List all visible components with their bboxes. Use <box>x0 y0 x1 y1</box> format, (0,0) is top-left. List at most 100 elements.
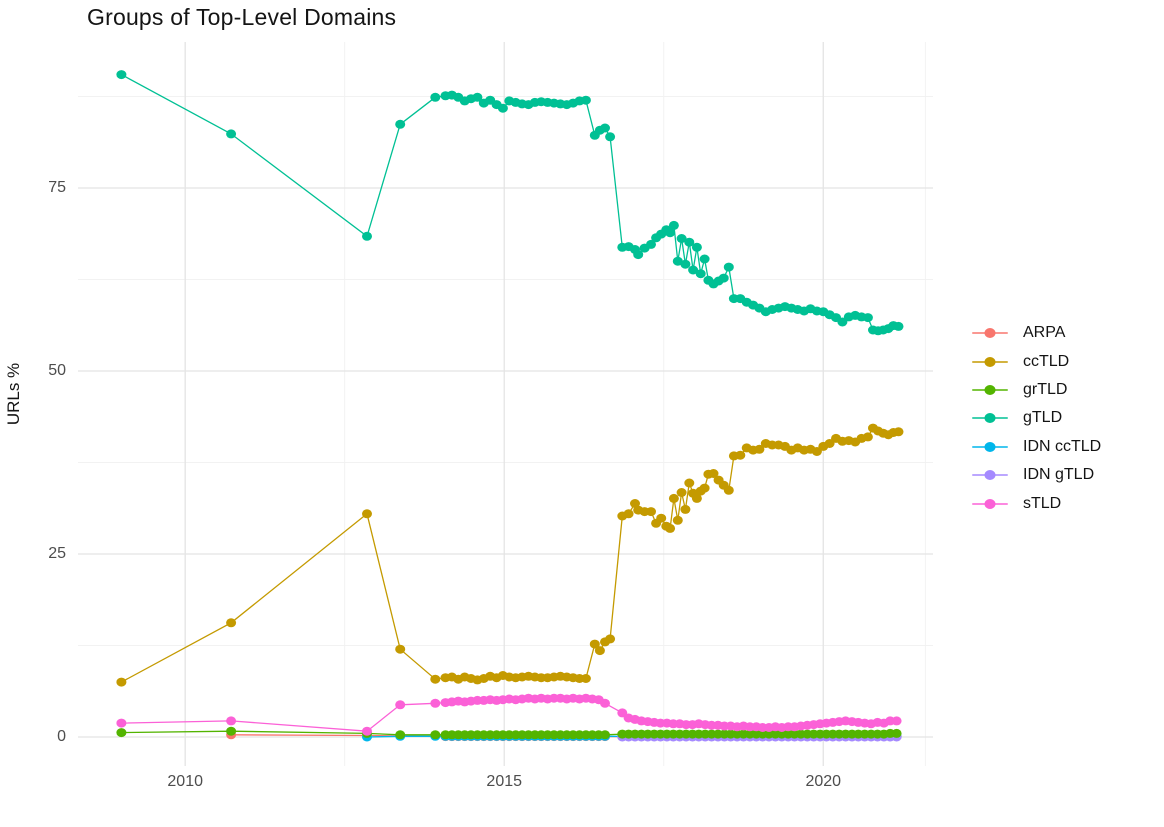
legend-key-icon <box>972 355 1008 369</box>
data-point-ccTLD <box>811 447 822 456</box>
legend-dot-icon <box>984 413 996 424</box>
data-point-ccTLD <box>395 644 406 654</box>
legend-key-icon <box>972 468 1008 482</box>
legend-item-ARPA: ARPA <box>972 319 1101 347</box>
legend-label: IDN ccTLD <box>1023 437 1102 455</box>
data-point-ccTLD <box>646 507 656 517</box>
data-point-ccTLD <box>362 509 372 519</box>
legend-key-icon <box>972 411 1008 425</box>
data-point-ccTLD <box>580 674 591 683</box>
data-point-ccTLD <box>116 677 127 687</box>
data-point-sTLD <box>226 716 237 726</box>
data-point-grTLD <box>116 728 127 738</box>
data-point-gTLD <box>680 259 691 269</box>
legend-key-icon <box>972 326 1008 340</box>
data-point-gTLD <box>684 237 695 247</box>
series-line-ccTLD <box>121 427 899 683</box>
data-point-gTLD <box>676 234 687 243</box>
data-point-sTLD <box>116 718 127 728</box>
data-point-ccTLD <box>708 469 719 478</box>
legend-dot-icon <box>984 328 996 339</box>
data-point-ccTLD <box>684 478 695 488</box>
legend-dot-icon <box>984 498 996 509</box>
data-point-gTLD <box>862 313 873 323</box>
data-point-gTLD <box>665 228 676 238</box>
data-point-grTLD <box>226 726 237 736</box>
data-point-gTLD <box>472 92 483 102</box>
legend-label: gTLD <box>1023 409 1063 427</box>
data-point-ccTLD <box>824 439 835 448</box>
data-point-ccTLD <box>699 483 710 493</box>
data-point-ccTLD <box>862 432 873 442</box>
legend-label: grTLD <box>1023 380 1068 398</box>
data-point-gTLD <box>226 129 237 139</box>
data-point-gTLD <box>605 132 616 142</box>
data-point-gTLD <box>672 256 683 266</box>
data-point-grTLD <box>430 730 441 740</box>
y-tick-label: 0 <box>57 728 66 745</box>
x-tick-label: 2020 <box>805 773 842 790</box>
data-point-sTLD <box>362 726 372 736</box>
data-point-gTLD <box>893 321 904 331</box>
legend-label: ccTLD <box>1023 352 1070 370</box>
x-tick-label: 2010 <box>167 773 203 790</box>
legend-item-gTLD: gTLD <box>972 404 1101 432</box>
legend-item-sTLD: sTLD <box>972 489 1101 517</box>
data-point-ccTLD <box>680 504 691 514</box>
data-point-ccTLD <box>430 674 441 684</box>
data-point-gTLD <box>723 262 734 272</box>
legend: ARPA ccTLD grTLD gTLD IDN ccTLD IDN gTLD sTLD <box>972 319 1101 518</box>
legend-label: sTLD <box>1023 494 1062 512</box>
series-line-gTLD <box>121 74 899 332</box>
data-point-gTLD <box>691 242 702 252</box>
data-point-gTLD <box>395 119 406 129</box>
legend-key-icon <box>972 440 1008 454</box>
data-point-gTLD <box>699 254 710 264</box>
legend-label: IDN gTLD <box>1023 466 1095 484</box>
data-point-sTLD <box>430 698 441 708</box>
data-point-ccTLD <box>623 509 634 519</box>
legend-label: ARPA <box>1023 324 1066 342</box>
x-tick-label: 2015 <box>486 773 523 790</box>
data-point-gTLD <box>837 317 848 327</box>
y-tick-label: 25 <box>48 545 66 563</box>
data-point-ccTLD <box>226 618 237 628</box>
data-point-ccTLD <box>656 513 667 523</box>
data-point-grTLD <box>891 728 902 738</box>
data-point-ccTLD <box>754 444 765 454</box>
data-point-gTLD <box>362 231 372 241</box>
y-tick-label: 75 <box>48 179 66 197</box>
data-point-gTLD <box>600 123 610 133</box>
legend-key-icon <box>972 497 1008 511</box>
data-point-gTLD <box>580 95 591 105</box>
legend-dot-icon <box>984 470 996 481</box>
data-point-gTLD <box>718 273 729 283</box>
legend-dot-icon <box>984 441 996 452</box>
data-point-gTLD <box>430 92 441 102</box>
legend-dot-icon <box>984 356 996 367</box>
y-tick-label: 50 <box>48 362 66 380</box>
chart-title: Groups of Top-Level Domains <box>87 4 397 30</box>
data-point-gTLD <box>688 265 699 275</box>
legend-dot-icon <box>984 384 996 395</box>
data-point-grTLD <box>395 730 406 740</box>
legend-item-IDN-ccTLD: IDN ccTLD <box>972 433 1101 461</box>
data-point-ccTLD <box>665 523 676 533</box>
data-point-ccTLD <box>594 646 605 656</box>
data-point-ccTLD <box>676 488 687 497</box>
data-point-ccTLD <box>735 450 746 460</box>
data-point-ccTLD <box>589 639 600 649</box>
data-point-gTLD <box>646 239 656 249</box>
data-point-ccTLD <box>605 634 616 644</box>
data-point-ccTLD <box>691 493 702 503</box>
data-point-gTLD <box>695 269 706 279</box>
data-point-ccTLD <box>893 427 904 437</box>
data-point-ccTLD <box>723 485 734 495</box>
legend-item-ccTLD: ccTLD <box>972 347 1101 375</box>
data-point-sTLD <box>600 698 610 708</box>
data-point-grTLD <box>600 730 610 740</box>
legend-item-grTLD: grTLD <box>972 376 1101 404</box>
data-point-gTLD <box>668 220 679 230</box>
data-point-ccTLD <box>668 493 679 503</box>
